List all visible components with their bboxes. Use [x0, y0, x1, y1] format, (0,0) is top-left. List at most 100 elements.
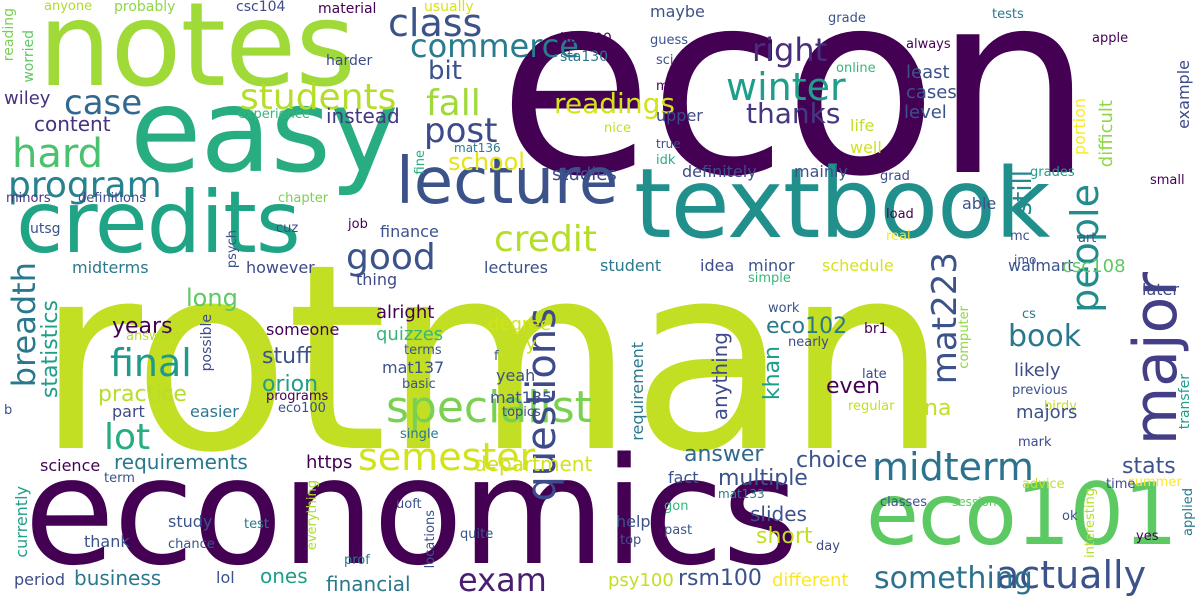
word-stuff: stuff — [262, 344, 312, 369]
word-textbook: textbook — [634, 148, 1050, 260]
word-eco102: eco102 — [766, 314, 848, 339]
word-job: job — [348, 217, 368, 232]
word-sta130: sta130 — [560, 49, 609, 65]
word-yes: yes — [1136, 529, 1159, 544]
word-commerce: students — [240, 77, 397, 118]
word-eco100: eco100 — [278, 401, 326, 416]
word-book: bit — [428, 56, 462, 86]
word-later: later — [1142, 280, 1179, 299]
word-psych: psych — [225, 230, 240, 269]
word-gon: gon — [664, 499, 689, 514]
word-different: different — [772, 570, 849, 591]
word-orion: orion — [262, 372, 319, 397]
word-khan: khan — [760, 346, 785, 401]
word-cuz: cuz — [276, 221, 299, 236]
word-science: science — [40, 456, 101, 475]
word-class: class — [388, 1, 483, 45]
word-easier: easier — [190, 402, 239, 421]
word-definitions: definitions — [78, 191, 146, 206]
word-past: past — [664, 523, 693, 538]
word-true: true — [656, 137, 681, 151]
word-people: program — [8, 165, 162, 206]
word-worried: worried — [21, 30, 37, 83]
word-session: session — [952, 495, 997, 509]
word-schedule: schedule — [822, 256, 894, 275]
word-bit: thanks — [746, 97, 841, 130]
word-online: online — [836, 61, 876, 76]
word-example: example — [1174, 60, 1193, 129]
word-https: https — [306, 452, 353, 473]
word-harder: harder — [326, 53, 373, 69]
word-simple: simple — [748, 271, 791, 286]
word-years: years — [112, 314, 173, 339]
word-grades: grades — [1030, 165, 1075, 180]
word-term: term — [104, 471, 135, 486]
word-multiple: multiple — [718, 466, 808, 491]
word-locations: locations — [423, 510, 438, 569]
word-art: art — [1078, 231, 1097, 246]
word-alright: alright — [376, 302, 435, 323]
word-currently: currently — [12, 486, 31, 558]
word-chance: chance — [168, 537, 215, 552]
word-study: study — [168, 512, 213, 531]
word-however: however — [246, 258, 315, 277]
word-post: post — [424, 111, 498, 151]
word-practice: practice — [98, 382, 187, 407]
word-sci: sci — [656, 53, 674, 68]
word-short: short — [756, 524, 813, 549]
word-program: credit — [494, 219, 597, 260]
word-br1: br1 — [864, 321, 888, 337]
word-business: business — [74, 566, 162, 590]
word-eco101: eco101 — [866, 465, 1178, 565]
word-credit: lot — [104, 417, 151, 458]
word-majors: majors — [1016, 402, 1078, 423]
word-requirement: requirement — [628, 342, 647, 441]
word-cases: cases — [906, 82, 957, 103]
word-possible: possible — [199, 314, 215, 372]
word-mainly: mainly — [794, 162, 848, 181]
word-probably: probably — [114, 0, 176, 15]
word-prof: prof — [344, 553, 370, 568]
word-programs: programs — [266, 389, 329, 404]
word-notes: notes — [38, 0, 356, 113]
word-breadth: exam — [458, 561, 547, 599]
word-wiley: wiley — [4, 88, 51, 109]
word-answers: answers — [126, 329, 180, 344]
word-long: long — [186, 284, 238, 312]
word-na: na — [924, 396, 952, 421]
word-grade: grade — [828, 11, 866, 26]
word-degree: degree — [488, 314, 552, 335]
word-midterms: midterms — [72, 258, 149, 277]
word-slides: slides — [750, 502, 807, 526]
word-grad: grad — [880, 169, 910, 184]
word-late: late — [862, 367, 887, 382]
word-utsg: utsg — [30, 221, 61, 237]
word-thank: thank — [84, 532, 130, 551]
word-mat135: mat135 — [490, 388, 553, 407]
word-quizzes: quizzes — [376, 324, 444, 345]
word-test: test — [244, 517, 269, 532]
word-top: top — [620, 533, 642, 548]
word-choice: choice — [796, 448, 868, 473]
word-nearly: nearly — [788, 335, 829, 350]
word-requirements: requirements — [114, 450, 248, 474]
word-stats: stats — [1122, 454, 1176, 479]
word-single: single — [400, 427, 439, 442]
word-life: life — [850, 116, 875, 135]
word-thanks: people — [1063, 184, 1107, 313]
word-economics: economics — [24, 426, 799, 598]
word-finance: finance — [380, 222, 439, 241]
word-work: work — [768, 301, 800, 316]
word-real: real — [886, 229, 911, 244]
word-minor: minor — [748, 256, 795, 275]
word-econ: econ — [498, 0, 1093, 232]
word-part: part — [112, 402, 145, 421]
word-f: f — [494, 349, 499, 364]
word-well: well — [850, 138, 882, 157]
word-lecture: lecture — [396, 145, 619, 219]
word-hard: good — [346, 237, 436, 278]
word-time: time — [1106, 477, 1136, 492]
word-uoft: uoft — [396, 497, 422, 512]
word-students: case — [64, 83, 143, 123]
